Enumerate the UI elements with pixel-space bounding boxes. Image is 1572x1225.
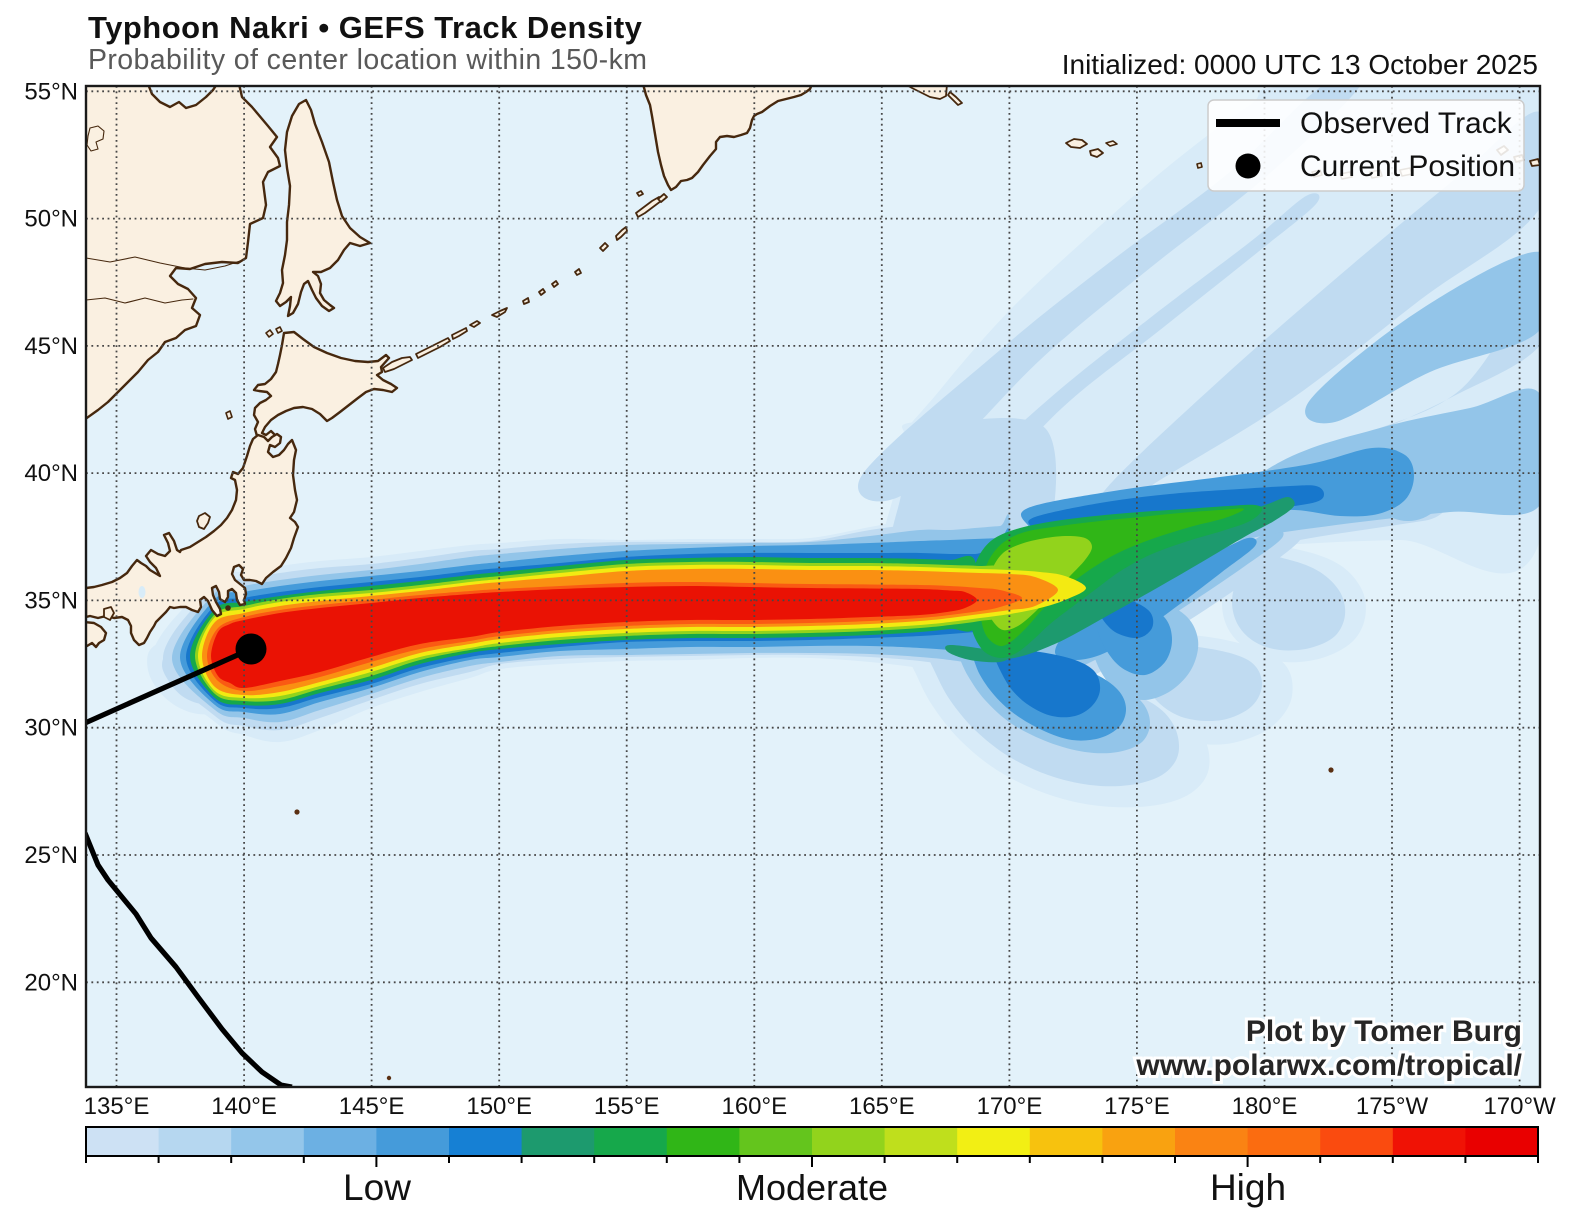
svg-text:140°E: 140°E xyxy=(211,1093,277,1120)
svg-text:150°E: 150°E xyxy=(466,1093,532,1120)
svg-text:High: High xyxy=(1210,1167,1286,1208)
svg-text:170°W: 170°W xyxy=(1483,1093,1556,1120)
svg-text:www.polarwx.com/tropical/: www.polarwx.com/tropical/ xyxy=(1135,1049,1522,1082)
svg-text:170°E: 170°E xyxy=(977,1093,1043,1120)
svg-text:Current Position: Current Position xyxy=(1300,150,1515,183)
svg-text:175°E: 175°E xyxy=(1104,1093,1170,1120)
svg-text:Observed Track: Observed Track xyxy=(1300,107,1513,140)
svg-text:40°N: 40°N xyxy=(24,460,78,487)
svg-text:Moderate: Moderate xyxy=(736,1167,888,1208)
svg-text:35°N: 35°N xyxy=(24,587,78,614)
svg-text:180°E: 180°E xyxy=(1232,1093,1298,1120)
svg-text:50°N: 50°N xyxy=(24,206,78,233)
svg-text:Plot by Tomer Burg: Plot by Tomer Burg xyxy=(1246,1015,1522,1048)
svg-text:20°N: 20°N xyxy=(24,969,78,996)
svg-text:175°W: 175°W xyxy=(1356,1093,1429,1120)
svg-text:160°E: 160°E xyxy=(721,1093,787,1120)
svg-text:Probability of center location: Probability of center location within 15… xyxy=(88,44,647,76)
svg-text:165°E: 165°E xyxy=(849,1093,915,1120)
svg-text:Initialized: 0000 UTC 13 Octob: Initialized: 0000 UTC 13 October 2025 xyxy=(1062,49,1538,80)
svg-text:155°E: 155°E xyxy=(594,1093,660,1120)
svg-text:30°N: 30°N xyxy=(24,715,78,742)
svg-text:135°E: 135°E xyxy=(84,1093,150,1120)
svg-text:25°N: 25°N xyxy=(24,842,78,869)
svg-text:145°E: 145°E xyxy=(339,1093,405,1120)
svg-text:Low: Low xyxy=(343,1167,411,1208)
svg-text:55°N: 55°N xyxy=(24,78,78,105)
svg-text:45°N: 45°N xyxy=(24,333,78,360)
svg-text:Typhoon Nakri • GEFS Track Den: Typhoon Nakri • GEFS Track Density xyxy=(88,10,643,45)
